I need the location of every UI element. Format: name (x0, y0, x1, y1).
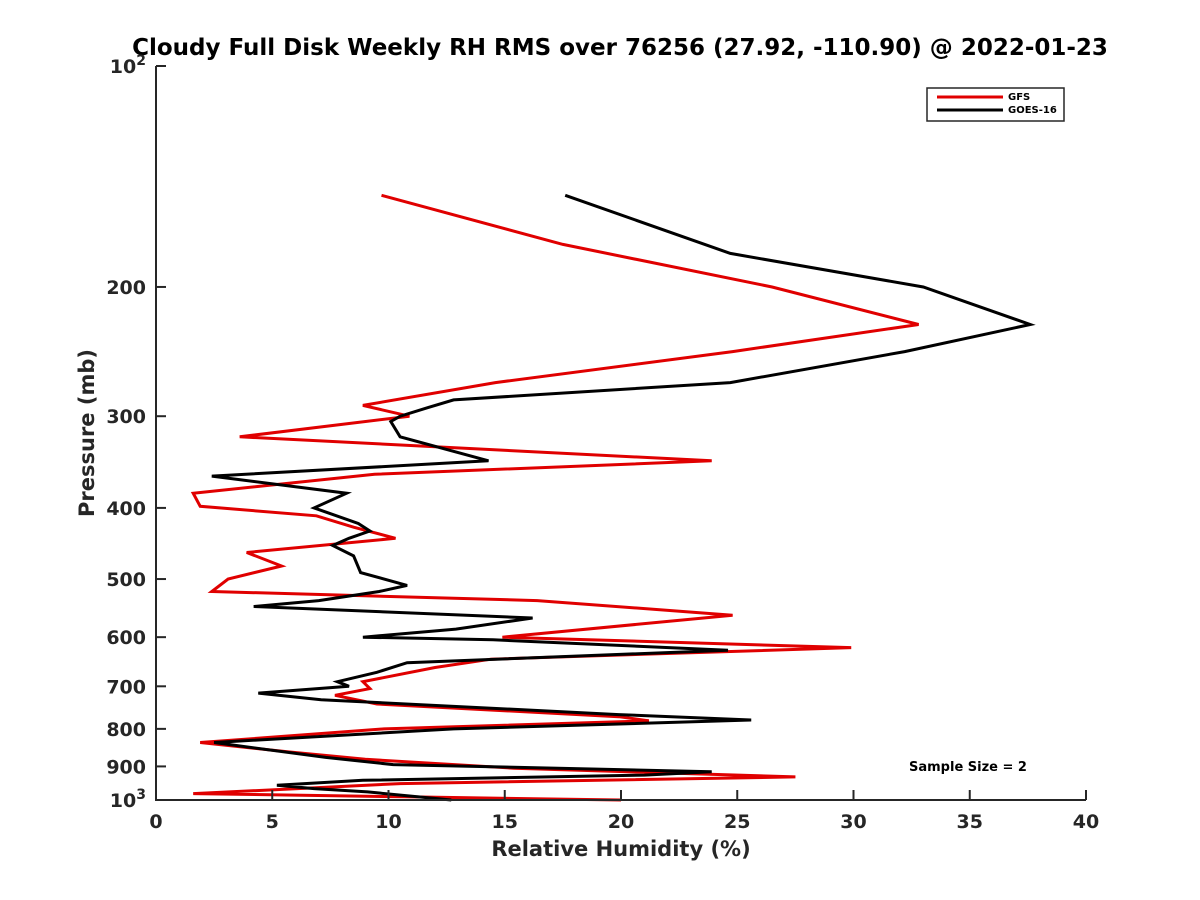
series-line-goes16 (211, 193, 1036, 802)
legend-label-gfs: GFS (1008, 92, 1030, 103)
legend-box (926, 87, 1065, 122)
y-tick-label: 800 (106, 719, 146, 741)
y-tick-label: 400 (106, 498, 146, 520)
x-tick-label: 5 (266, 811, 279, 833)
y-tick-label: 900 (106, 756, 146, 778)
y-tick-label: 200 (106, 277, 146, 299)
x-tick-label: 10 (375, 811, 401, 833)
x-tick-label: 35 (957, 811, 983, 833)
y-tick-label: 600 (106, 627, 146, 649)
x-tick-label: 25 (724, 811, 750, 833)
y-tick-label: 700 (106, 676, 146, 698)
y-tick-label: 102 (110, 53, 146, 78)
x-axis-ticks: 0 5 10 15 20 25 30 35 40 (149, 790, 1099, 833)
plot-area: 0 5 10 15 20 25 30 35 40 102 200 300 400 500 600 700 80… (106, 53, 1099, 833)
y-tick-label: 300 (106, 406, 146, 428)
sample-size-annotation: Sample Size = 2 (909, 760, 1027, 775)
y-axis-ticks: 102 200 300 400 500 600 700 800 900 103 (106, 53, 166, 812)
y-axis-label: Pressure (mb) (75, 349, 99, 517)
series-layer (190, 193, 1036, 802)
x-tick-label: 20 (608, 811, 634, 833)
x-tick-label: 40 (1073, 811, 1099, 833)
y-tick-label: 103 (110, 787, 146, 812)
series-line-gfs (190, 193, 919, 802)
chart-title: Cloudy Full Disk Weekly RH RMS over 7625… (132, 35, 1108, 61)
x-tick-label: 15 (492, 811, 518, 833)
x-tick-label: 0 (149, 811, 162, 833)
x-axis-label: Relative Humidity (%) (491, 837, 750, 861)
y-tick-label: 500 (106, 569, 146, 591)
legend: GFS GOES-16 (926, 87, 1065, 122)
legend-label-goes16: GOES-16 (1008, 105, 1057, 116)
x-tick-label: 30 (840, 811, 866, 833)
